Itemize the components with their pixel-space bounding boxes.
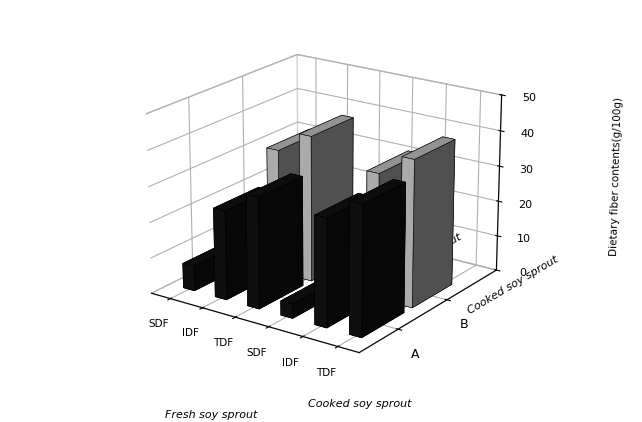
Text: Fresh soy sprout: Fresh soy sprout xyxy=(166,411,258,420)
Text: Cooked soy sprout: Cooked soy sprout xyxy=(308,399,412,409)
